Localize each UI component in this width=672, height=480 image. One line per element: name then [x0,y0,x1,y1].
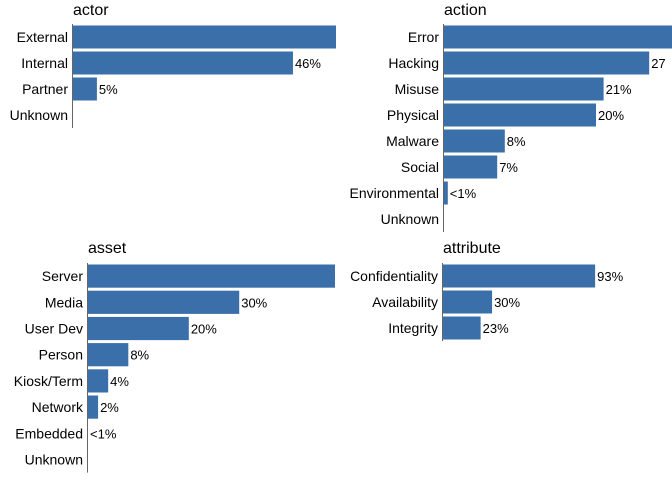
panel-title: attribute [443,240,501,257]
value-label: 20% [598,108,624,123]
category-label: Unknown [25,452,83,468]
value-label: 20% [191,322,217,337]
category-label: External [17,29,68,45]
bar-social [444,155,498,179]
bar-hacking [444,51,650,75]
category-label: Embedded [15,425,83,441]
bar-misuse [444,77,604,101]
bar-user-dev [88,316,189,341]
category-label: Error [408,29,439,45]
value-label: 93% [597,269,623,284]
category-label: Integrity [388,320,438,336]
bar-confidentiality [443,264,596,288]
bar-availability [443,290,493,314]
category-label: Hacking [388,55,439,71]
panel-title: actor [73,2,109,19]
bar-error [444,25,672,49]
category-label: Partner [22,81,68,97]
value-label: 8% [507,134,526,149]
category-label: Network [32,399,84,415]
value-label: 27 [651,56,665,71]
category-label: Unknown [10,107,68,123]
value-label: 46% [295,56,321,71]
category-label: Person [39,347,83,363]
value-label: <1% [90,426,117,441]
bar-internal [73,51,293,75]
category-label: Availability [372,294,438,310]
category-label: Internal [21,55,68,71]
category-label: Media [45,294,83,310]
category-label: Server [42,268,84,284]
category-label: Malware [386,133,439,149]
value-label: 21% [606,82,632,97]
bar-server [88,264,335,288]
bar-network [88,395,99,419]
category-label: Confidentiality [350,268,438,284]
value-label: 7% [499,160,518,175]
bar-malware [444,129,505,153]
category-label: Unknown [381,211,439,227]
bar-external [73,25,336,49]
chart-panel-actor: actor External Internal 46% Partner 5% Unknown [10,2,336,128]
bar-physical [444,103,596,127]
bar-media [88,290,240,314]
bar-partner [73,77,97,101]
chart-panel-attribute: attribute Confidentiality 93% Availability 3… [350,240,624,341]
category-label: Kiosk/Term [14,373,83,389]
category-label: Misuse [395,81,440,97]
panel-title: action [444,2,487,19]
category-label: Social [401,159,439,175]
value-label: 4% [110,374,129,389]
bar-integrity [443,316,481,340]
value-label: <1% [450,186,477,201]
chart-panel-action: action Error Hacking 27 Misuse 21% Physical 20%… [350,2,672,232]
value-label: 30% [494,295,520,310]
bar-person [88,343,129,367]
category-label: Physical [387,107,439,123]
value-label: 30% [241,295,267,310]
value-label: 23% [483,321,509,336]
category-label: User Dev [25,321,83,337]
bar-environmental [444,181,448,205]
panel-title: asset [88,240,127,257]
bar-kiosk-term [88,369,109,393]
value-label: 5% [99,82,118,97]
value-label: 8% [130,348,149,363]
category-label: Environmental [350,185,440,201]
value-label: 2% [100,400,119,415]
